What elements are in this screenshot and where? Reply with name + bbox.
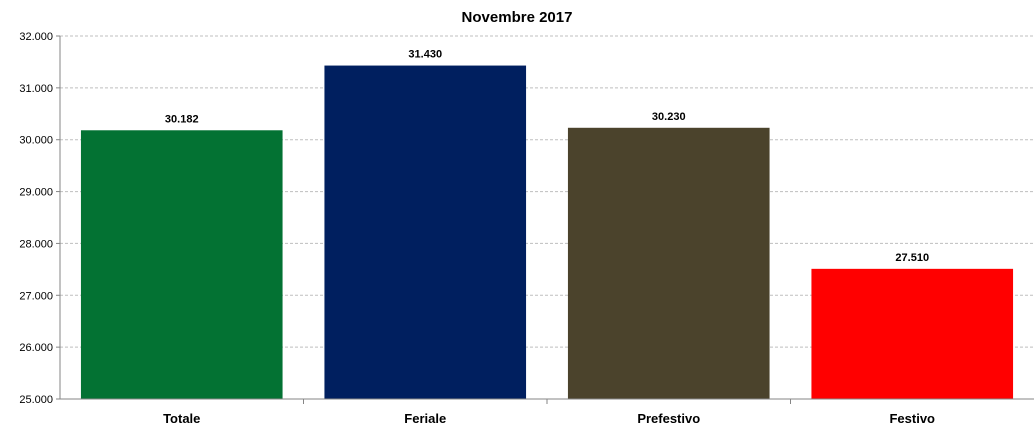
y-axis-ticks: 25.000 26.000 27.000 28.000 29.000 30.000 31.0… (19, 31, 60, 406)
data-label: 30.230 (652, 111, 686, 123)
y-tick-label: 29.000 (19, 187, 53, 199)
x-axis-ticks: Totale Feriale Prefestivo Festivo (163, 399, 935, 426)
y-tick-label: 25.000 (19, 394, 53, 406)
x-tick-label: Festivo (889, 411, 935, 426)
bar-prefestivo (567, 127, 770, 399)
x-tick-label: Totale (163, 411, 200, 426)
y-tick-label: 26.000 (19, 342, 53, 354)
chart-title: Novembre 2017 (462, 9, 573, 26)
bar-festivo (811, 268, 1014, 399)
y-tick-label: 31.000 (19, 83, 53, 95)
data-label: 27.510 (895, 252, 929, 264)
y-tick-label: 27.000 (19, 290, 53, 302)
data-label: 30.182 (165, 113, 199, 125)
y-tick-label: 30.000 (19, 135, 53, 147)
data-labels: 30.182 31.430 30.230 27.510 (165, 49, 929, 264)
x-tick-label: Feriale (404, 411, 446, 426)
y-tick-label: 28.000 (19, 238, 53, 250)
x-tick-label: Prefestivo (637, 411, 700, 426)
y-tick-label: 32.000 (19, 31, 53, 43)
data-label: 31.430 (408, 49, 442, 61)
bar-feriale (324, 65, 527, 400)
bar-totale (80, 130, 283, 399)
bars (80, 65, 1014, 400)
